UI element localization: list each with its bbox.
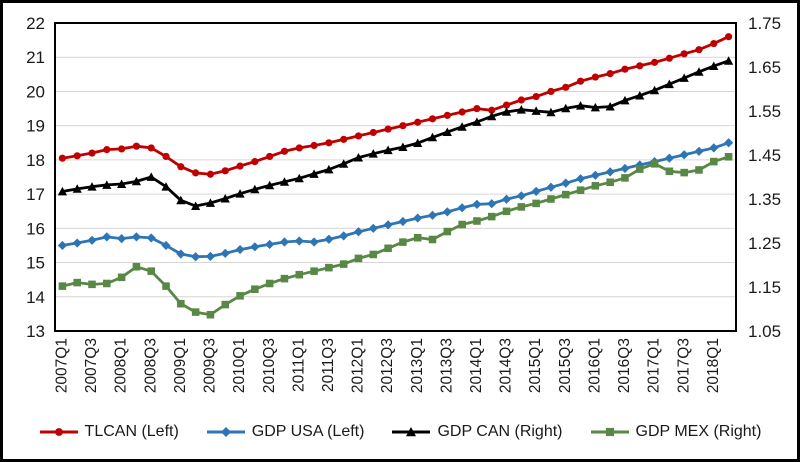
svg-text:1.55: 1.55 [748, 102, 781, 121]
svg-text:16: 16 [26, 219, 45, 238]
svg-text:2016Q1: 2016Q1 [586, 338, 603, 393]
legend-label-gdp-can: GDP CAN (Right) [437, 423, 563, 440]
svg-text:2014Q1: 2014Q1 [468, 338, 485, 393]
legend-label-gdp-mex: GDP MEX (Right) [635, 423, 762, 440]
legend-label-tlcan: TLCAN (Left) [84, 423, 179, 440]
svg-text:2010Q3: 2010Q3 [261, 338, 278, 393]
svg-text:2008Q3: 2008Q3 [142, 338, 159, 393]
legend-item-gdp-usa: GDP USA (Left) [206, 423, 365, 441]
legend-item-gdp-mex: GDP MEX (Right) [590, 423, 762, 441]
legend-marker-gdp-mex-icon [590, 427, 629, 437]
svg-text:2013Q3: 2013Q3 [438, 338, 455, 393]
svg-text:2010Q1: 2010Q1 [231, 338, 248, 393]
svg-text:2009Q1: 2009Q1 [172, 338, 189, 393]
svg-text:18: 18 [26, 151, 45, 170]
svg-text:2016Q3: 2016Q3 [616, 338, 633, 393]
svg-text:13: 13 [26, 322, 45, 341]
svg-text:1.15: 1.15 [748, 278, 781, 297]
legend-label-gdp-usa: GDP USA (Left) [251, 423, 365, 440]
svg-text:2012Q1: 2012Q1 [350, 338, 367, 393]
svg-text:21: 21 [26, 48, 45, 67]
svg-text:2018Q1: 2018Q1 [705, 338, 722, 393]
svg-text:2017Q1: 2017Q1 [646, 338, 663, 393]
chart-legend: TLCAN (Left) GDP USA (Left) GDP CAN (Rig… [3, 410, 797, 454]
legend-item-tlcan: TLCAN (Left) [39, 423, 179, 441]
svg-text:2009Q3: 2009Q3 [202, 338, 219, 393]
svg-text:2007Q1: 2007Q1 [53, 338, 70, 393]
svg-text:1.25: 1.25 [748, 234, 781, 253]
legend-marker-tlcan-icon [39, 428, 78, 436]
svg-text:2015Q3: 2015Q3 [557, 338, 574, 393]
svg-text:14: 14 [26, 288, 45, 307]
svg-text:1.75: 1.75 [748, 14, 781, 33]
svg-text:2008Q1: 2008Q1 [113, 338, 130, 393]
svg-text:20: 20 [26, 82, 45, 101]
svg-text:2014Q3: 2014Q3 [498, 338, 515, 393]
svg-text:1.35: 1.35 [748, 190, 781, 209]
line-chart: 22 21 20 19 18 17 16 15 14 13 1.75 1.65 1.55 1.45 1.35… [26, 14, 781, 393]
legend-item-gdp-can: GDP CAN (Right) [391, 423, 563, 441]
legend-marker-gdp-usa-icon [206, 427, 245, 437]
svg-text:2012Q3: 2012Q3 [379, 338, 396, 393]
svg-text:2015Q1: 2015Q1 [527, 338, 544, 393]
svg-text:2007Q3: 2007Q3 [83, 338, 100, 393]
svg-text:19: 19 [26, 117, 45, 136]
svg-text:1.05: 1.05 [748, 322, 781, 341]
svg-text:22: 22 [26, 14, 45, 33]
svg-text:1.65: 1.65 [748, 58, 781, 77]
svg-text:2017Q3: 2017Q3 [675, 338, 692, 393]
svg-text:2011Q3: 2011Q3 [320, 338, 337, 392]
svg-text:17: 17 [26, 185, 45, 204]
svg-text:2011Q1: 2011Q1 [290, 338, 307, 392]
svg-text:1.45: 1.45 [748, 146, 781, 165]
svg-text:2013Q1: 2013Q1 [409, 338, 426, 393]
legend-marker-gdp-can-icon [392, 427, 431, 437]
svg-text:15: 15 [26, 254, 45, 273]
